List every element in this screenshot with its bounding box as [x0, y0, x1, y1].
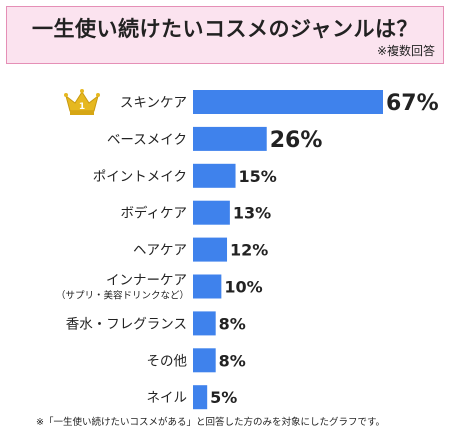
bar-3: [193, 163, 236, 188]
title-note: ※複数回答: [376, 44, 435, 58]
bar-2: [193, 126, 267, 151]
crown-rank-label: 1: [79, 102, 85, 112]
value-label-7: 8%: [219, 314, 246, 333]
title-box: 一生使い続けたいコスメのジャンルは？ ※複数回答: [6, 6, 444, 64]
value-label-5: 12%: [230, 241, 268, 260]
category-label-7: 香水・フレグランス: [66, 316, 187, 332]
crown-icon: 1: [64, 89, 100, 115]
value-label-1: 67%: [386, 91, 439, 116]
category-label-5: ヘアケア: [133, 243, 187, 259]
bar-6: [193, 274, 222, 299]
value-label-2: 26%: [270, 128, 323, 153]
footnote: ※「一生使い続けたいコスメがある」と回答した方のみを対象にしたグラフです。: [36, 417, 386, 428]
value-label-9: 5%: [210, 388, 237, 407]
category-label-9: ネイル: [147, 390, 188, 406]
bar-9: [193, 385, 208, 410]
value-label-3: 15%: [239, 167, 277, 186]
bar-1: [193, 90, 383, 114]
value-label-8: 8%: [219, 351, 246, 370]
bar-5: [193, 237, 228, 262]
chart-title: 一生使い続けたいコスメのジャンルは？: [32, 17, 418, 41]
category-label-8: その他: [147, 353, 188, 369]
bar-7: [193, 311, 216, 336]
category-label-4: ボディケア: [120, 205, 187, 222]
bar-8: [193, 348, 216, 373]
value-label-4: 13%: [233, 204, 271, 223]
category-label-1: スキンケア: [120, 95, 187, 111]
category-label-6: インナーケア: [106, 273, 187, 289]
bar-4: [193, 200, 230, 225]
category-sublabel-6: （サプリ・美容ドリンクなど）: [56, 290, 189, 302]
value-label-6: 10%: [224, 278, 262, 297]
category-label-3: ポイントメイク: [93, 169, 187, 185]
category-label-2: ベースメイク: [107, 132, 187, 148]
